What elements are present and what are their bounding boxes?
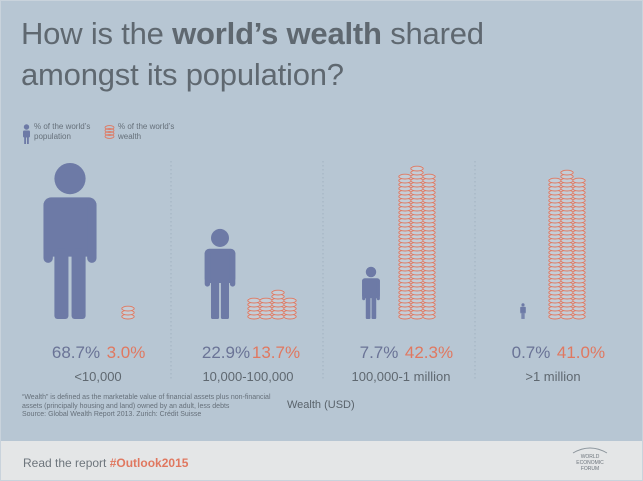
coin <box>398 173 412 180</box>
population-value-label: 0.7% <box>512 343 551 362</box>
footer-text: Read the report #Outlook2015 <box>23 456 188 470</box>
chart-panel <box>1 1 642 441</box>
person-arm <box>229 250 236 287</box>
coin-stack <box>560 169 574 320</box>
person-head <box>210 228 230 247</box>
population-value-label: 22.9% <box>202 343 250 362</box>
person-torso <box>204 248 236 283</box>
person-head <box>521 303 525 307</box>
population-value-label: 68.7% <box>52 343 100 362</box>
coin-stack <box>247 297 261 320</box>
person-arm <box>43 200 53 263</box>
wealth-value-label: 13.7% <box>252 343 300 362</box>
person-bar <box>362 266 380 319</box>
coin <box>572 177 586 184</box>
wealth-value-label: 42.3% <box>405 343 453 362</box>
x-axis-label: Wealth (USD) <box>287 399 355 411</box>
person-leg <box>54 248 69 319</box>
population-value-label: 7.7% <box>360 343 399 362</box>
person-leg <box>71 248 86 319</box>
person-head <box>54 163 86 195</box>
legend-population-label: % of the world’s population <box>34 122 91 141</box>
person-leg <box>210 278 220 319</box>
person-bar <box>204 228 236 319</box>
person-leg <box>523 311 525 319</box>
coin <box>121 305 135 312</box>
coin <box>560 169 574 176</box>
category-label: 100,000-1 million <box>351 369 450 384</box>
coin-stack <box>121 305 135 320</box>
category-label: >1 million <box>525 369 580 384</box>
footnote: “Wealth” is defined as the marketable va… <box>22 394 322 420</box>
person-leg <box>371 295 377 319</box>
logo-text-world: WORLD <box>581 454 600 460</box>
coin <box>259 297 273 304</box>
person-bar <box>520 303 526 319</box>
coin <box>283 297 297 304</box>
person-arm <box>524 307 526 314</box>
footer-hashtag-link[interactable]: #Outlook2015 <box>109 456 189 470</box>
coin-stack <box>572 177 586 320</box>
coin-stack <box>271 289 285 320</box>
person-head <box>365 266 377 278</box>
coin <box>271 289 285 296</box>
title-text-end: shared <box>381 16 484 51</box>
person-arm <box>520 307 522 314</box>
category-label: 10,000-100,000 <box>202 369 293 384</box>
coin-stack <box>283 297 297 320</box>
title-text-emphasis: world’s wealth <box>172 16 382 51</box>
person-leg <box>220 278 230 319</box>
coin <box>247 297 261 304</box>
person-leg <box>365 295 371 319</box>
legend-wealth-label: % of the world’s wealth <box>118 122 175 141</box>
logo-text-forum: FORUM <box>581 466 599 472</box>
page-title-line-1: How is the world’s wealth shared <box>21 16 484 52</box>
footnote-definition-1: “Wealth” is defined as the marketable va… <box>22 394 271 401</box>
wealth-value-label: 3.0% <box>107 343 146 362</box>
footer <box>1 441 642 480</box>
coin <box>422 173 436 180</box>
coin-stack <box>410 165 424 320</box>
person-arm <box>204 250 211 287</box>
person-arm <box>87 200 97 263</box>
person-torso <box>520 306 526 313</box>
wealth-chart: 68.7% 3.0% <10,000 22.9% 13.7% 10,000-100,000… <box>43 161 605 384</box>
footnote-source: Source: Global Wealth Report 2013. Zuric… <box>22 411 202 418</box>
footer-read-report: Read the report <box>23 456 110 470</box>
wealth-value-label: 41.0% <box>557 343 605 362</box>
logo-text-economic: ECONOMIC <box>576 460 604 466</box>
coin-stack <box>422 173 436 320</box>
coin-stack <box>259 297 273 320</box>
coin <box>410 165 424 172</box>
coin-stack <box>398 173 412 320</box>
coin <box>548 177 562 184</box>
category-label: <10,000 <box>74 369 121 384</box>
person-icon <box>23 124 30 144</box>
person-torso <box>362 278 380 299</box>
footnote-definition-2: assets (principally housing and land) ow… <box>22 402 230 410</box>
person-bar <box>43 163 97 319</box>
person-arm <box>376 279 380 301</box>
page-title-line-2: amongst its population? <box>21 57 344 92</box>
world-economic-forum-logo: WORLD ECONOMIC FORUM <box>572 447 608 472</box>
person-leg <box>521 311 523 319</box>
person-arm <box>362 279 366 301</box>
coin-stack <box>548 177 562 320</box>
coin-stack-icon <box>104 125 115 139</box>
person-torso <box>43 197 97 257</box>
title-text-start: How is the <box>21 16 173 51</box>
